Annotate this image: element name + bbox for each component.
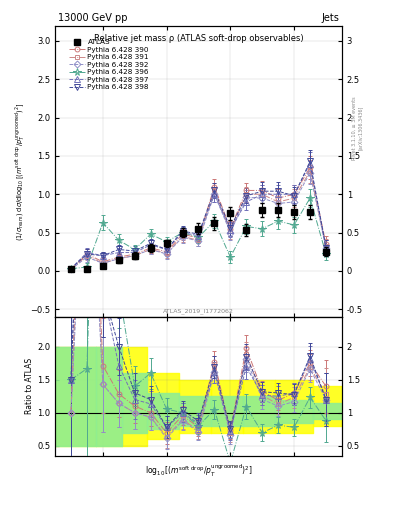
- Text: 13000 GeV pp: 13000 GeV pp: [58, 13, 127, 23]
- Y-axis label: $(1/\sigma_\mathrm{resm})\ \mathrm{d}\sigma/\mathrm{d}\log_{10}[(m^\mathrm{soft\: $(1/\sigma_\mathrm{resm})\ \mathrm{d}\si…: [14, 102, 27, 241]
- Text: Rivet 3.1.10, ≥ 3M events: Rivet 3.1.10, ≥ 3M events: [352, 96, 357, 160]
- Text: ATLAS_2019_I1772062: ATLAS_2019_I1772062: [163, 308, 234, 314]
- X-axis label: $\log_{10}[(m^\mathrm{soft\ drop}/p_T^\mathrm{ungroomed})^2]$: $\log_{10}[(m^\mathrm{soft\ drop}/p_T^\m…: [145, 463, 252, 479]
- Text: Jets: Jets: [321, 13, 339, 23]
- Text: [arXiv:1306.3436]: [arXiv:1306.3436]: [358, 106, 363, 150]
- Text: Relative jet mass ρ (ATLAS soft-drop observables): Relative jet mass ρ (ATLAS soft-drop obs…: [94, 34, 303, 44]
- Y-axis label: Ratio to ATLAS: Ratio to ATLAS: [25, 358, 34, 414]
- Legend: ATLAS, Pythia 6.428 390, Pythia 6.428 391, Pythia 6.428 392, Pythia 6.428 396, P: ATLAS, Pythia 6.428 390, Pythia 6.428 39…: [67, 38, 151, 92]
